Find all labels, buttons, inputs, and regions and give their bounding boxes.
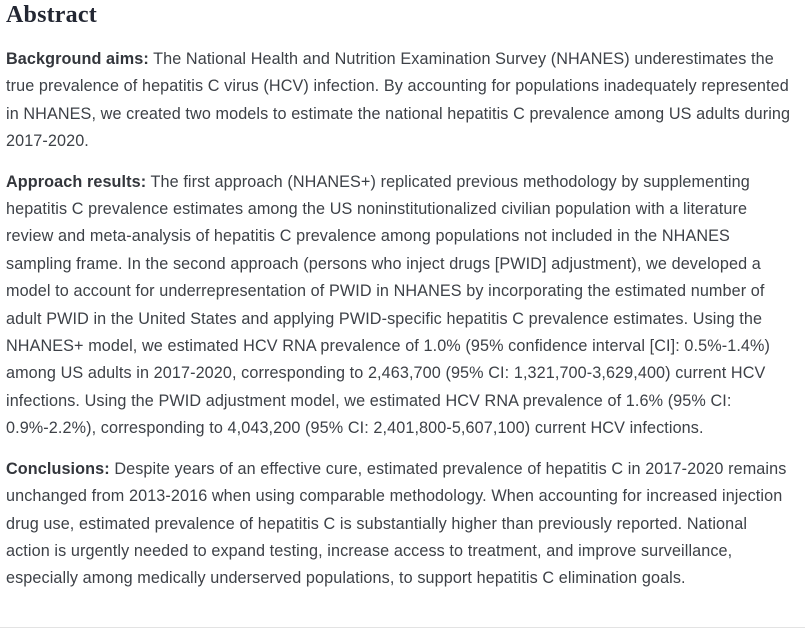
paragraph-label-conclusions: Conclusions:	[6, 459, 110, 478]
paragraph-text-approach-results: The first approach (NHANES+) replicated …	[6, 172, 771, 438]
paragraph-label-approach-results: Approach results:	[6, 172, 147, 191]
paragraph-label-background-aims: Background aims:	[6, 50, 149, 68]
paragraph-text-background-aims: The National Health and Nutrition Examin…	[6, 50, 791, 151]
paragraph-approach-results: Approach results: The first approach (NH…	[6, 169, 795, 443]
paragraph-conclusions: Conclusions: Despite years of an effecti…	[6, 456, 795, 593]
abstract-heading: Abstract	[6, 2, 97, 28]
paragraph-background-aims: Background aims: The National Health and…	[6, 46, 795, 156]
paragraph-text-conclusions: Despite years of an effective cure, esti…	[6, 459, 787, 588]
